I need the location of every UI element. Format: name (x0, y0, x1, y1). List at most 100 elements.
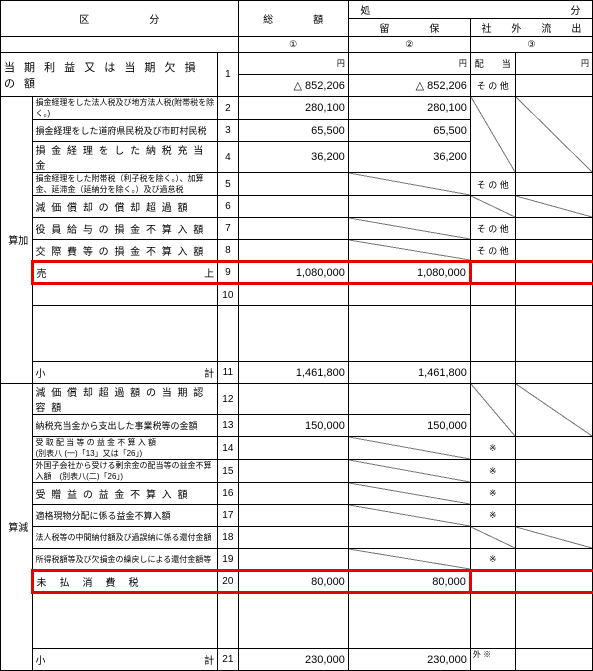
rb2-v2 (348, 593, 470, 649)
row2-num: 2 (218, 97, 238, 120)
rb-v2 (348, 306, 470, 362)
rb2-num (218, 593, 238, 649)
row9-ann (470, 262, 515, 284)
hdr-blank (1, 37, 239, 53)
row1-ann2: そ の 他 (470, 75, 515, 97)
row20-ext (515, 571, 592, 593)
tax-adjustment-table: 区 分 総 額 処 分 留 保 社 外 流 出 ① ② ③ 当 期 利 益 又 … (0, 0, 593, 671)
row17-v1 (238, 505, 348, 527)
row15-ext (515, 460, 592, 483)
row9-ext (515, 262, 592, 284)
row17-v2 (348, 505, 470, 527)
row16-ext (515, 483, 592, 505)
row10-num: 10 (218, 284, 238, 306)
row8-ext (515, 240, 592, 262)
row6-desc: 減 価 償 却 の 償 却 超 過 額 (32, 196, 218, 218)
rb-ext (515, 306, 592, 362)
row13-desc: 納税充当金から支出した事業税等の金額 (32, 415, 218, 437)
row21-v1: 230,000 (238, 649, 348, 671)
row14-num: 14 (218, 437, 238, 460)
row20-v2: 80,000 (348, 571, 470, 593)
row15-ann: ※ (470, 460, 515, 483)
row10-ext (515, 284, 592, 306)
row18-v1 (238, 527, 348, 549)
row17: 適格現物分配に係る益金不算入額 17 ※ (1, 505, 593, 527)
row5-num: 5 (218, 173, 238, 196)
row11-v2: 1,461,800 (348, 362, 470, 384)
row5: 損金経理をした附帯税（利子税を除く。）、加算金、延滞金（延納分を除く。）及び過怠… (1, 173, 593, 196)
row3-v1: 65,500 (238, 120, 348, 142)
row7-ext (515, 218, 592, 240)
row8-desc: 交 際 費 等 の 損 金 不 算 入 額 (32, 240, 218, 262)
yen-row: 当 期 利 益 又 は 当 期 欠 損 の 額 1 円 円 配 当 円 (1, 53, 593, 75)
row7-desc: 役 員 給 与 の 損 金 不 算 入 額 (32, 218, 218, 240)
row9: 売上 9 1,080,000 1,080,000 (1, 262, 593, 284)
row8-v1 (238, 240, 348, 262)
row6-ext (515, 196, 592, 218)
row20: 未 払 消 費 税 20 80,000 80,000 (1, 571, 593, 593)
hdr-shagai: 社 外 流 出 (470, 19, 592, 37)
row10-ann (470, 284, 515, 306)
row20-ann (470, 571, 515, 593)
row13-v2: 150,000 (348, 415, 470, 437)
row21-ann: 外 ※ (470, 649, 515, 671)
row20-desc: 未 払 消 費 税 (32, 571, 218, 593)
row7-v2 (348, 218, 470, 240)
row15-v2 (348, 460, 470, 483)
row16-v2 (348, 483, 470, 505)
hdr-kubun: 区 分 (1, 1, 239, 37)
row1-v1: △ 852,206 (238, 75, 348, 97)
row2-desc: 損金経理をした法人税及び地方法人税(附帯税を除く。) (32, 97, 218, 120)
row11-v1: 1,461,800 (238, 362, 348, 384)
row21: 小計 21 230,000 230,000 外 ※ (1, 649, 593, 671)
row5-v2 (348, 173, 470, 196)
yen3: 円 (515, 53, 592, 75)
row-blank (1, 306, 593, 362)
row5-ext (515, 173, 592, 196)
row2-v2: 280,100 (348, 97, 470, 120)
row7: 役 員 給 与 の 損 金 不 算 入 額 7 そ の 他 (1, 218, 593, 240)
row11: 小計 11 1,461,800 1,461,800 (1, 362, 593, 384)
header-row-1: 区 分 総 額 処 分 (1, 1, 593, 19)
row21-desc: 小計 (32, 649, 218, 671)
row15: 外国子会社から受ける剰余金の配当等の益金不算入額 (別表八(二)「26」) 15… (1, 460, 593, 483)
row14-ext (515, 437, 592, 460)
row16: 受 贈 益 の 益 金 不 算 入 額 16 ※ (1, 483, 593, 505)
side-kasan: 加算 (1, 97, 33, 384)
row17-desc: 適格現物分配に係る益金不算入額 (32, 505, 218, 527)
hdr-ryuhou: 留 保 (348, 19, 470, 37)
row5-v1 (238, 173, 348, 196)
row6-ann (470, 196, 515, 218)
row9-v2: 1,080,000 (348, 262, 470, 284)
row-blank2 (1, 593, 593, 649)
row8-num: 8 (218, 240, 238, 262)
row11-desc: 小計 (32, 362, 218, 384)
row17-ann: ※ (470, 505, 515, 527)
rb-ann (470, 306, 515, 362)
row3-num: 3 (218, 120, 238, 142)
row20-num: 20 (218, 571, 238, 593)
row12-13-ann (470, 384, 515, 437)
rb2-ann (470, 593, 515, 649)
row20-v1: 80,000 (238, 571, 348, 593)
row9-num: 9 (218, 262, 238, 284)
row4-desc: 損 金 経 理 を し た 納 税 充 当 金 (32, 142, 218, 173)
row5-desc: 損金経理をした附帯税（利子税を除く。）、加算金、延滞金（延納分を除く。）及び過怠… (32, 173, 218, 196)
row18-ann (470, 527, 515, 549)
row11-ann (470, 362, 515, 384)
row7-num: 7 (218, 218, 238, 240)
row10-v1 (238, 284, 348, 306)
hdr-sougaku: 総 額 (238, 1, 348, 37)
row12: 減算 減 価 償 却 超 過 額 の 当 期 認 容 額 12 (1, 384, 593, 415)
row9-desc: 売上 (32, 262, 218, 284)
row18-v2 (348, 527, 470, 549)
row13-v1: 150,000 (238, 415, 348, 437)
row13-num: 13 (218, 415, 238, 437)
row6: 減 価 償 却 の 償 却 超 過 額 6 (1, 196, 593, 218)
hdr-outer: 処 分 (348, 1, 592, 19)
row15-v1 (238, 460, 348, 483)
yen1: 円 (238, 53, 348, 75)
row16-num: 16 (218, 483, 238, 505)
row12-13-ext (515, 384, 592, 437)
hdr-c1: ① (238, 37, 348, 53)
